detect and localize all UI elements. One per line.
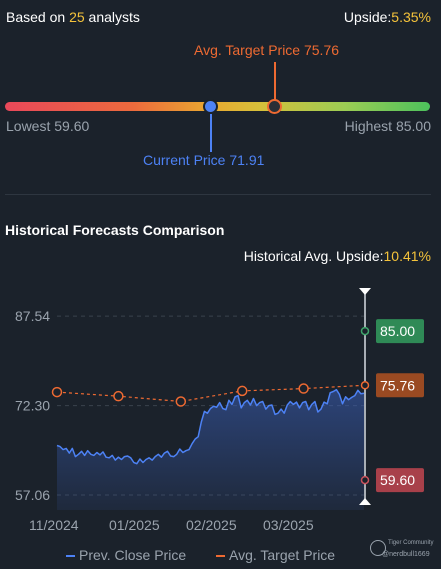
low-end-dot [360, 475, 370, 485]
x-tick-label: 11/2024 [29, 517, 79, 533]
upside-value: 5.35% [391, 9, 431, 25]
low-end-badge [376, 468, 424, 493]
slider-bottom-handle [359, 498, 371, 505]
current-price-marker [203, 99, 218, 114]
analysts-prefix: Based on [6, 9, 70, 25]
target-point [51, 386, 63, 398]
legend-target-label: Avg. Target Price [229, 547, 336, 563]
lowest-price-label: Lowest 59.60 [6, 118, 90, 134]
section-title: Historical Forecasts Comparison [5, 222, 225, 238]
target-point [298, 383, 309, 394]
watermark: Tiger Community @nerdbull1669 [368, 538, 436, 564]
x-tick-label: 02/2025 [186, 517, 237, 533]
legend-prev-swatch [66, 555, 75, 558]
target-point [175, 396, 187, 407]
upside-text: Upside:5.35% [344, 9, 431, 25]
target-pointer-line [274, 62, 276, 100]
legend-prev-close[interactable]: Prev. Close Price [66, 547, 186, 563]
target-end-badge [376, 373, 424, 398]
watermark-brand: Tiger Community [388, 540, 434, 546]
target-point [236, 385, 248, 397]
target-marker [267, 99, 282, 114]
high-end-badge [376, 319, 424, 344]
legend-target-swatch [216, 555, 225, 558]
tiger-logo-icon [370, 540, 386, 556]
current-pointer-line [210, 114, 212, 152]
avg-target-label: Avg. Target Price 75.76 [194, 42, 340, 58]
low-end-label: 59.60 [380, 472, 415, 488]
historical-upside-text: Historical Avg. Upside:10.41% [244, 248, 431, 264]
history-chart: 85.00 75.76 59.60 87.54 72.30 57.06 11/2024 01… [15, 288, 424, 533]
price-line [56, 388, 365, 465]
upside-label: Upside: [343, 9, 392, 25]
y-tick-label: 72.30 [15, 398, 50, 414]
watermark-user: @nerdbull1669 [382, 551, 430, 558]
target-point [113, 390, 124, 402]
highest-price-label: Highest 85.00 [344, 118, 431, 134]
high-end-dot [360, 326, 370, 336]
price-area [57, 389, 364, 510]
high-end-label: 85.00 [380, 323, 415, 339]
historical-upside-value: 10.41% [383, 248, 431, 264]
analysts-count-text: Based on 25 analysts [6, 9, 140, 25]
y-tick-label: 87.54 [15, 308, 50, 324]
current-price-label: Current Price 71.91 [143, 152, 265, 168]
target-line [56, 384, 365, 403]
target-end-label: 75.76 [380, 377, 415, 393]
x-tick-label: 03/2025 [263, 517, 314, 533]
section-divider [5, 194, 431, 195]
y-tick-label: 57.06 [15, 487, 50, 503]
target-end-dot [360, 381, 370, 390]
slider-top-handle [359, 288, 371, 295]
legend-prev-label: Prev. Close Price [79, 547, 187, 563]
analysts-suffix: analysts [84, 9, 140, 25]
analysts-number: 25 [69, 9, 85, 25]
historical-upside-label: Historical Avg. Upside: [243, 248, 384, 264]
x-tick-label: 01/2025 [109, 517, 160, 533]
legend-avg-target[interactable]: Avg. Target Price [216, 547, 335, 563]
